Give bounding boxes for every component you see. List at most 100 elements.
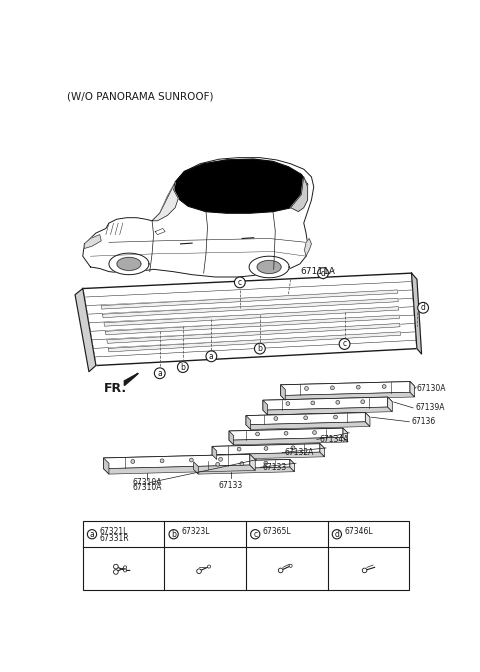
Text: 67310A: 67310A xyxy=(132,478,162,487)
Polygon shape xyxy=(83,158,314,277)
Polygon shape xyxy=(320,444,324,457)
Circle shape xyxy=(190,458,193,462)
Text: 67132A: 67132A xyxy=(285,448,314,457)
Circle shape xyxy=(318,267,328,278)
Text: d: d xyxy=(420,303,426,312)
Text: FR.: FR. xyxy=(104,382,127,395)
Polygon shape xyxy=(84,235,101,249)
Circle shape xyxy=(169,530,178,539)
Polygon shape xyxy=(365,413,370,427)
Circle shape xyxy=(206,351,217,362)
Polygon shape xyxy=(263,397,388,410)
Polygon shape xyxy=(229,437,348,445)
Text: 67310A: 67310A xyxy=(132,482,162,492)
Polygon shape xyxy=(246,415,251,429)
Circle shape xyxy=(237,447,241,451)
Polygon shape xyxy=(83,273,417,366)
Text: 67365L: 67365L xyxy=(263,528,291,536)
Text: c: c xyxy=(238,278,242,287)
Text: d: d xyxy=(321,269,325,278)
Circle shape xyxy=(291,446,295,450)
Text: 67111A: 67111A xyxy=(300,267,335,276)
Text: d: d xyxy=(335,530,339,539)
Polygon shape xyxy=(124,373,138,386)
Text: c: c xyxy=(253,530,257,539)
Polygon shape xyxy=(304,239,312,256)
Circle shape xyxy=(311,401,315,405)
Polygon shape xyxy=(101,290,397,309)
Polygon shape xyxy=(246,413,365,425)
Polygon shape xyxy=(388,397,392,412)
Circle shape xyxy=(256,432,260,436)
Circle shape xyxy=(178,362,188,372)
Polygon shape xyxy=(75,288,96,372)
Polygon shape xyxy=(117,257,141,270)
Polygon shape xyxy=(229,428,348,435)
Circle shape xyxy=(123,566,127,569)
Polygon shape xyxy=(281,382,415,389)
Circle shape xyxy=(284,431,288,435)
Polygon shape xyxy=(155,228,165,235)
Circle shape xyxy=(219,458,223,461)
Polygon shape xyxy=(281,392,415,401)
Polygon shape xyxy=(104,458,109,474)
Circle shape xyxy=(332,530,341,539)
Circle shape xyxy=(418,302,429,313)
Circle shape xyxy=(87,530,96,539)
Circle shape xyxy=(155,368,165,378)
Circle shape xyxy=(114,564,118,569)
Polygon shape xyxy=(229,431,234,445)
Polygon shape xyxy=(250,454,255,470)
Text: c: c xyxy=(343,339,347,349)
Circle shape xyxy=(382,384,386,388)
Polygon shape xyxy=(193,460,295,466)
Polygon shape xyxy=(107,323,400,343)
Text: a: a xyxy=(209,352,214,361)
Circle shape xyxy=(123,569,127,572)
Polygon shape xyxy=(249,256,289,278)
Circle shape xyxy=(334,415,337,419)
Text: 67133: 67133 xyxy=(263,463,287,472)
Polygon shape xyxy=(212,444,324,451)
Polygon shape xyxy=(193,467,295,474)
Circle shape xyxy=(361,400,365,404)
Circle shape xyxy=(240,462,244,466)
Circle shape xyxy=(264,461,268,465)
Text: 67133: 67133 xyxy=(218,481,243,490)
Circle shape xyxy=(216,462,220,466)
Polygon shape xyxy=(281,385,285,401)
Circle shape xyxy=(304,416,308,420)
Circle shape xyxy=(278,568,283,573)
Polygon shape xyxy=(263,397,392,405)
Circle shape xyxy=(274,417,278,421)
Polygon shape xyxy=(212,444,320,455)
Polygon shape xyxy=(263,401,267,415)
Polygon shape xyxy=(106,315,399,335)
Circle shape xyxy=(160,459,164,463)
Polygon shape xyxy=(212,452,324,460)
Polygon shape xyxy=(411,273,421,354)
Text: b: b xyxy=(171,530,176,539)
Bar xyxy=(83,521,409,591)
Polygon shape xyxy=(104,306,399,326)
Polygon shape xyxy=(193,462,198,474)
Circle shape xyxy=(254,343,265,354)
Text: 67346L: 67346L xyxy=(345,528,373,536)
Polygon shape xyxy=(212,446,217,460)
Polygon shape xyxy=(263,407,392,415)
Text: 67139A: 67139A xyxy=(415,403,445,413)
Polygon shape xyxy=(152,182,178,221)
Polygon shape xyxy=(193,460,290,470)
Polygon shape xyxy=(174,159,308,213)
Circle shape xyxy=(207,565,211,568)
Circle shape xyxy=(362,568,367,573)
Text: b: b xyxy=(180,363,185,372)
Polygon shape xyxy=(246,413,370,420)
Polygon shape xyxy=(281,382,410,396)
Polygon shape xyxy=(257,261,281,274)
Text: 67130A: 67130A xyxy=(417,384,446,393)
Polygon shape xyxy=(109,253,149,275)
Circle shape xyxy=(286,402,290,405)
Text: (W/O PANORAMA SUNROOF): (W/O PANORAMA SUNROOF) xyxy=(67,91,214,101)
Text: 67321L: 67321L xyxy=(100,528,128,536)
